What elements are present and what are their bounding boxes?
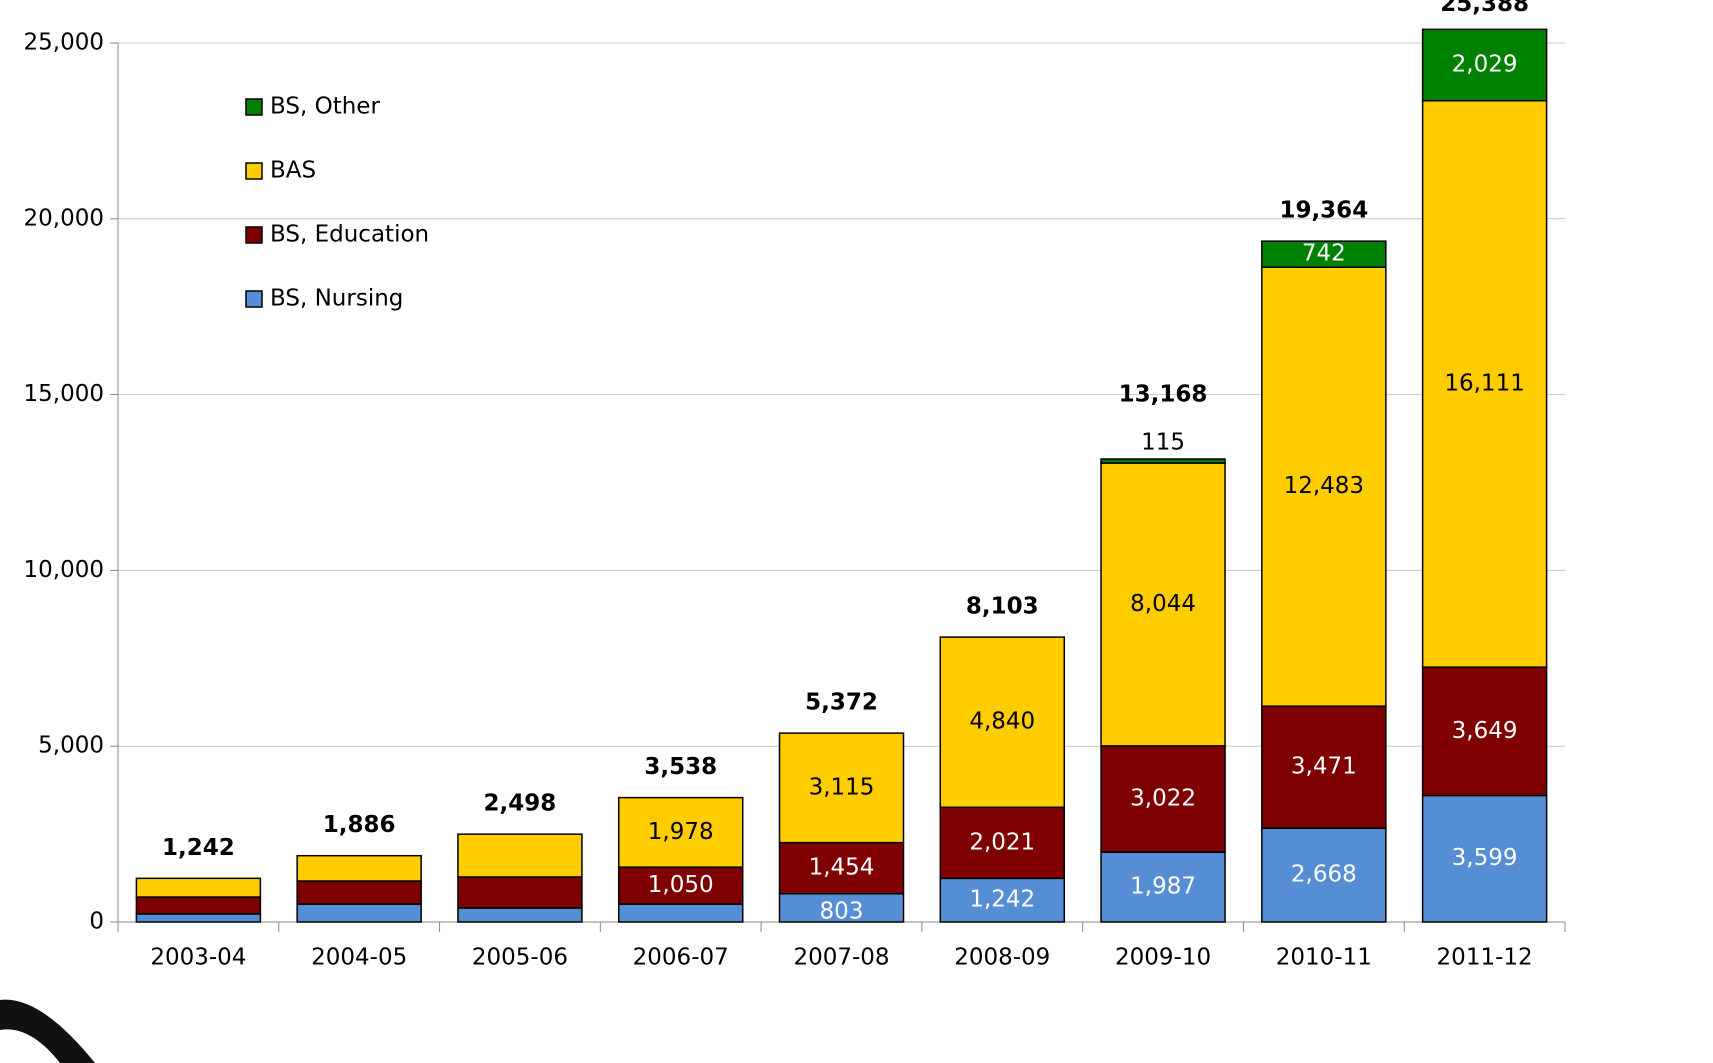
- bar-segment: [778, 893, 905, 923]
- bar-segment: [1261, 266, 1387, 707]
- data-label: 3,649: [1452, 718, 1518, 744]
- data-label: 3,022: [1130, 786, 1196, 812]
- bar-segment: [617, 866, 744, 905]
- bar-segment: [1100, 462, 1226, 747]
- total-label: 13,168: [1119, 382, 1208, 408]
- legend-swatch: [245, 98, 263, 116]
- bar-segment: [1100, 745, 1226, 853]
- data-label: 8,044: [1130, 591, 1196, 617]
- legend-label: BS, Other: [270, 94, 380, 120]
- bar-segment: [296, 903, 422, 923]
- data-label: 803: [820, 898, 864, 924]
- data-label: 115: [1141, 430, 1185, 456]
- y-tick-label: 25,000: [24, 30, 104, 56]
- bar-segment: [1261, 827, 1387, 923]
- bar-segment: [939, 636, 1066, 809]
- legend-swatch: [245, 290, 263, 308]
- data-label: 3,471: [1291, 754, 1357, 780]
- data-label: 3,599: [1452, 845, 1518, 871]
- x-tick-label: 2010-11: [1276, 945, 1372, 971]
- total-label: 19,364: [1279, 198, 1368, 224]
- data-label: 12,483: [1284, 473, 1364, 499]
- x-tick-label: 2004-05: [311, 945, 407, 971]
- data-label: 1,454: [809, 855, 875, 881]
- x-tick-label: 2007-08: [793, 945, 889, 971]
- bar-segment: [1100, 851, 1226, 923]
- data-label: 2,029: [1452, 52, 1518, 78]
- data-label: 3,115: [809, 774, 875, 800]
- bar-segment: [135, 913, 262, 923]
- bar-segment: [1421, 99, 1548, 668]
- total-label: 1,886: [323, 812, 396, 838]
- data-label: 4,840: [969, 709, 1035, 735]
- bar-segment: [296, 880, 422, 905]
- bar-segment: [457, 907, 583, 923]
- y-tick-label: 20,000: [24, 205, 104, 231]
- data-label: 1,050: [648, 872, 714, 898]
- x-tick-label: 2009-10: [1115, 945, 1211, 971]
- y-tick-label: 10,000: [24, 557, 104, 583]
- bar-segment: [778, 732, 905, 844]
- y-tick-label: 5,000: [38, 733, 104, 759]
- data-label: 2,021: [969, 829, 1035, 855]
- data-label: 1,242: [969, 887, 1035, 913]
- y-tick-label: 15,000: [24, 381, 104, 407]
- bar-segment: [778, 841, 905, 895]
- x-tick-label: 2011-12: [1437, 945, 1533, 971]
- data-label: 742: [1302, 241, 1346, 267]
- data-label: 16,111: [1444, 370, 1524, 396]
- legend-label: BS, Education: [270, 222, 429, 248]
- bar-segment: [457, 833, 583, 878]
- bar-segment: [135, 877, 262, 898]
- data-label: 2,668: [1291, 862, 1357, 888]
- total-label: 8,103: [966, 594, 1039, 620]
- bar-segment: [1421, 28, 1548, 102]
- bar-segment: [1261, 705, 1387, 829]
- bar-segment: [135, 896, 262, 915]
- x-tick-label: 2006-07: [633, 945, 729, 971]
- bar-segment: [296, 854, 422, 882]
- bar-segment: [1100, 458, 1226, 464]
- bar-segment: [617, 903, 744, 923]
- x-tick-label: 2003-04: [150, 945, 246, 971]
- bar-segment: [1261, 240, 1387, 269]
- bar-segment: [1421, 666, 1548, 797]
- y-tick-label: 0: [89, 909, 104, 935]
- legend-swatch: [245, 162, 263, 180]
- bar-segment: [939, 806, 1066, 880]
- legend-label: BS, Nursing: [270, 286, 403, 312]
- data-label: 1,987: [1130, 874, 1196, 900]
- data-label: 1,978: [648, 819, 714, 845]
- total-label: 1,242: [162, 835, 235, 861]
- bar-segment: [457, 876, 583, 909]
- x-tick-label: 2008-09: [954, 945, 1050, 971]
- legend-label: BAS: [270, 158, 316, 184]
- bar-segment: [939, 877, 1066, 923]
- x-tick-label: 2005-06: [472, 945, 568, 971]
- total-label: 25,388: [1440, 0, 1529, 17]
- decoration: [0, 999, 95, 1063]
- total-label: 5,372: [805, 690, 878, 716]
- legend-swatch: [245, 226, 263, 244]
- total-label: 2,498: [484, 791, 557, 817]
- total-label: 3,538: [644, 754, 717, 780]
- bar-segment: [617, 796, 744, 868]
